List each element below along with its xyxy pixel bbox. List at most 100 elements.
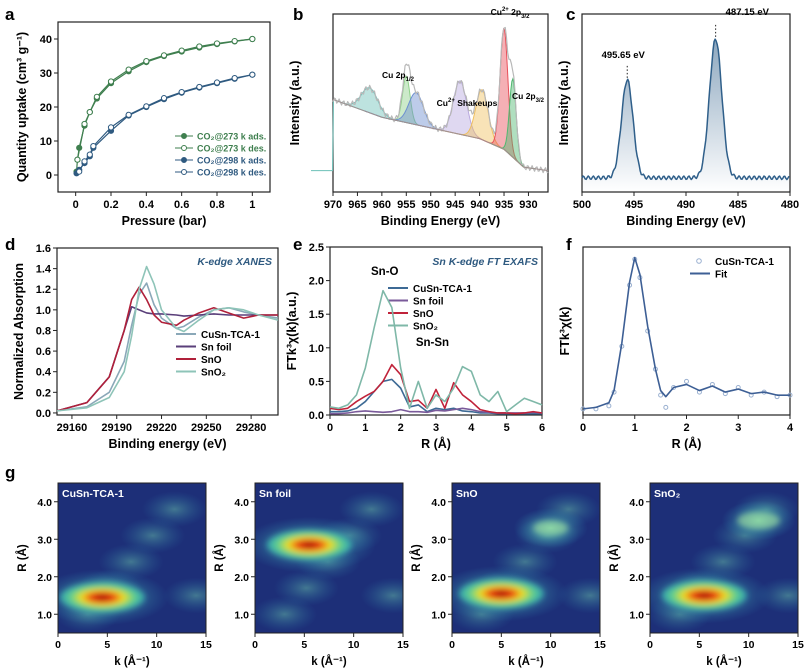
y-tick-label: 3.0 bbox=[234, 534, 249, 546]
y-tick-label: 4.0 bbox=[629, 497, 644, 509]
heatmap-maximum bbox=[458, 578, 544, 609]
x-tick-label: 1 bbox=[249, 199, 255, 211]
x-tick-label: 0 bbox=[647, 639, 653, 651]
x-tick-label: 15 bbox=[792, 639, 804, 651]
y-tick-label: 1.2 bbox=[36, 284, 51, 296]
x-tick-label: 29220 bbox=[146, 422, 177, 434]
x-tick-label: 5 bbox=[696, 639, 702, 651]
y-axis-label: Intensity (a.u.) bbox=[557, 61, 571, 146]
x-tick-label: 2 bbox=[398, 422, 404, 434]
plot-frame bbox=[254, 482, 404, 634]
y-tick-label: 3.0 bbox=[431, 534, 446, 546]
series-line bbox=[56, 286, 278, 412]
plot-frame bbox=[581, 13, 791, 193]
x-tick-label: 0 bbox=[449, 639, 455, 651]
y-axis-label: FTk³χ(k)(a.u.) bbox=[285, 292, 299, 371]
data-point bbox=[107, 78, 115, 85]
legend-marker bbox=[181, 169, 187, 175]
data-point bbox=[143, 103, 150, 110]
y-axis-label: FTk³χ(k) bbox=[558, 307, 572, 356]
y-tick-label: 3.0 bbox=[629, 534, 644, 546]
peak-annotation: Cu 2p3/2 bbox=[512, 91, 545, 104]
x-tick-label: 950 bbox=[422, 199, 440, 211]
y-tick-label: 1.0 bbox=[37, 609, 52, 621]
x-axis-label: k (Å⁻¹) bbox=[114, 655, 150, 668]
y-axis-label: R (Å) bbox=[16, 544, 29, 572]
heatmap-maximum bbox=[266, 529, 352, 560]
legend-label: Sn foil bbox=[413, 297, 444, 308]
heatmap-maximum bbox=[737, 512, 780, 529]
x-tick-label: 10 bbox=[151, 639, 163, 651]
data-point bbox=[178, 47, 185, 54]
data-point bbox=[249, 35, 256, 43]
y-tick-label: 0.0 bbox=[309, 410, 324, 422]
x-tick-label: 0.8 bbox=[209, 199, 224, 211]
legend-label: CuSn-TCA-1 bbox=[413, 284, 472, 295]
panel-letter-a: a bbox=[5, 5, 15, 24]
x-tick-label: 490 bbox=[677, 199, 695, 211]
data-point bbox=[663, 404, 669, 410]
legend-label: Fit bbox=[715, 270, 728, 281]
x-tick-label: 15 bbox=[200, 639, 212, 651]
y-tick-label: 2.0 bbox=[629, 572, 644, 584]
heatmap-title: CuSn-TCA-1 bbox=[62, 488, 124, 500]
peak-annotation: Cu2+ 2p3/2 bbox=[491, 7, 530, 20]
x-tick-label: 10 bbox=[743, 639, 755, 651]
x-tick-label: 0.6 bbox=[174, 199, 189, 211]
y-tick-label: 1.0 bbox=[629, 609, 644, 621]
data-point bbox=[606, 403, 612, 409]
x-axis-label: R (Å) bbox=[672, 436, 702, 451]
y-tick-label: 2.0 bbox=[431, 572, 446, 584]
y-tick-label: 4.0 bbox=[37, 497, 52, 509]
data-point bbox=[231, 75, 238, 82]
heatmap-maximum bbox=[661, 580, 747, 611]
x-tick-label: 29250 bbox=[191, 422, 222, 434]
peak-label: 495.65 eV bbox=[602, 50, 646, 61]
data-point bbox=[76, 168, 83, 175]
plot-frame bbox=[57, 482, 207, 634]
x-tick-label: 10 bbox=[545, 639, 557, 651]
heatmap bbox=[58, 483, 206, 633]
series-line bbox=[56, 265, 279, 412]
y-tick-label: 0.0 bbox=[36, 408, 51, 420]
x-tick-label: 0 bbox=[73, 199, 79, 211]
data-point bbox=[178, 88, 185, 96]
y-tick-label: 40 bbox=[40, 34, 52, 46]
data-point bbox=[231, 37, 238, 45]
y-axis-label: Normalized Absorption bbox=[12, 263, 26, 400]
legend-label: CuSn-TCA-1 bbox=[201, 330, 260, 341]
x-axis-label: Binding energy (eV) bbox=[108, 437, 226, 451]
data-point bbox=[90, 143, 97, 150]
y-tick-label: 20 bbox=[40, 102, 52, 114]
x-axis-label: R (Å) bbox=[421, 436, 451, 451]
y-tick-label: 2.5 bbox=[309, 242, 324, 254]
panel-title: K-edge XANES bbox=[197, 256, 272, 268]
bond-label: Sn-O bbox=[371, 266, 399, 278]
data-point bbox=[684, 378, 689, 384]
data-point bbox=[143, 58, 150, 65]
y-tick-label: 1.4 bbox=[36, 264, 52, 276]
x-tick-label: 0 bbox=[327, 422, 333, 434]
x-tick-label: 960 bbox=[373, 199, 391, 211]
legend-label: Sn foil bbox=[201, 343, 232, 354]
x-axis-label: k (Å⁻¹) bbox=[311, 655, 347, 668]
x-tick-label: 29280 bbox=[236, 422, 267, 434]
data-point bbox=[74, 156, 81, 163]
x-axis-label: k (Å⁻¹) bbox=[508, 655, 544, 668]
x-tick-label: 4 bbox=[787, 422, 794, 434]
x-tick-label: 3 bbox=[735, 422, 741, 434]
y-tick-label: 1.5 bbox=[309, 309, 324, 321]
x-tick-label: 945 bbox=[446, 199, 464, 211]
y-tick-label: 1.6 bbox=[36, 243, 51, 255]
y-tick-label: 2.0 bbox=[234, 572, 249, 584]
x-tick-label: 485 bbox=[729, 199, 747, 211]
data-point bbox=[81, 158, 88, 165]
peak-fill bbox=[582, 39, 790, 193]
x-tick-label: 935 bbox=[495, 199, 513, 211]
legend-label: CO₂@273 k des. bbox=[197, 144, 266, 154]
heatmap-region bbox=[338, 491, 403, 528]
legend-marker bbox=[181, 145, 187, 151]
legend-label: SnO₂ bbox=[201, 368, 226, 379]
